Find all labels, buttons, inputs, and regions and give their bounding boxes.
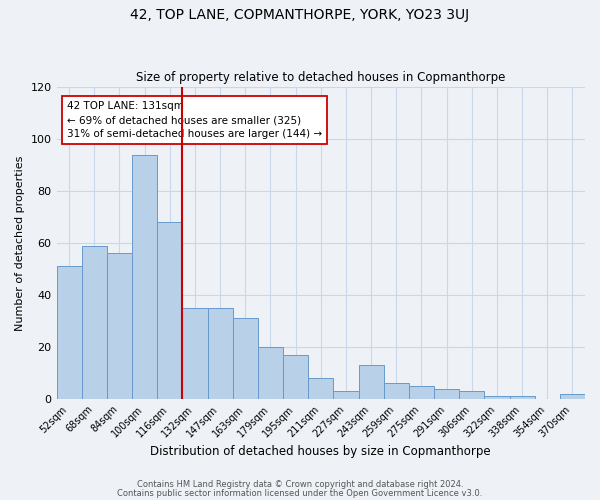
Bar	[359, 366, 383, 399]
Y-axis label: Number of detached properties: Number of detached properties	[15, 156, 25, 331]
Text: Contains HM Land Registry data © Crown copyright and database right 2024.: Contains HM Land Registry data © Crown c…	[137, 480, 463, 489]
Text: Contains public sector information licensed under the Open Government Licence v3: Contains public sector information licen…	[118, 490, 482, 498]
Bar	[509, 396, 535, 399]
Text: 42 TOP LANE: 131sqm
← 69% of detached houses are smaller (325)
31% of semi-detac: 42 TOP LANE: 131sqm ← 69% of detached ho…	[67, 101, 322, 139]
X-axis label: Distribution of detached houses by size in Copmanthorpe: Distribution of detached houses by size …	[151, 444, 491, 458]
Bar	[208, 308, 233, 399]
Bar	[334, 392, 359, 399]
Bar	[82, 246, 107, 399]
Bar	[283, 355, 308, 399]
Bar	[132, 154, 157, 399]
Bar	[383, 384, 409, 399]
Title: Size of property relative to detached houses in Copmanthorpe: Size of property relative to detached ho…	[136, 72, 505, 85]
Bar	[107, 254, 132, 399]
Bar	[459, 392, 484, 399]
Bar	[308, 378, 334, 399]
Text: 42, TOP LANE, COPMANTHORPE, YORK, YO23 3UJ: 42, TOP LANE, COPMANTHORPE, YORK, YO23 3…	[130, 8, 470, 22]
Bar	[157, 222, 182, 399]
Bar	[56, 266, 82, 399]
Bar	[182, 308, 208, 399]
Bar	[409, 386, 434, 399]
Bar	[434, 388, 459, 399]
Bar	[258, 347, 283, 399]
Bar	[233, 318, 258, 399]
Bar	[484, 396, 509, 399]
Bar	[560, 394, 585, 399]
